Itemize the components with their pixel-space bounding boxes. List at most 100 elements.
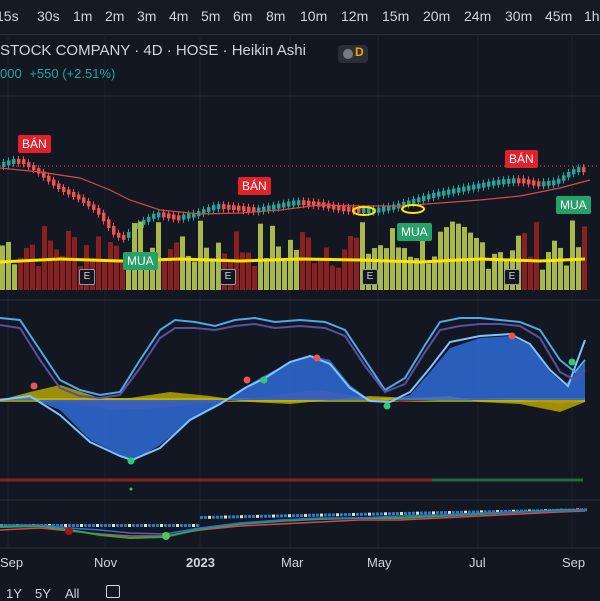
- candle: [467, 185, 471, 191]
- volume-bar: [180, 236, 185, 290]
- timeframe-6m[interactable]: 6m: [233, 8, 253, 24]
- bottom-tick: [512, 509, 515, 513]
- timeframe-15m[interactable]: 15m: [382, 8, 410, 24]
- oscillator-green-dot: [383, 402, 391, 410]
- volume-bar: [414, 258, 419, 290]
- timeframe-3m[interactable]: 3m: [137, 8, 157, 24]
- bottom-tick: [400, 512, 403, 515]
- bottom-tick: [584, 508, 587, 512]
- volume-bar: [240, 252, 245, 290]
- bottom-tick: [364, 512, 367, 516]
- volume-bar: [384, 248, 389, 290]
- timeframe-4m[interactable]: 4m: [169, 8, 189, 24]
- bottom-tick: [384, 512, 387, 516]
- bottom-tick: [488, 510, 491, 514]
- bottom-tick: [252, 514, 255, 518]
- volume-bar: [396, 247, 401, 290]
- range-5y-button[interactable]: 5Y: [35, 586, 51, 601]
- candle: [97, 207, 101, 215]
- calendar-icon[interactable]: [106, 585, 120, 598]
- candle: [487, 181, 491, 187]
- bottom-tick: [492, 510, 495, 514]
- timeframe-1m[interactable]: 1m: [73, 8, 93, 24]
- candle: [207, 207, 211, 213]
- earnings-icon[interactable]: E: [79, 269, 95, 285]
- bottom-tick: [300, 514, 303, 517]
- candle: [262, 206, 266, 212]
- candle: [212, 205, 216, 211]
- delayed-data-icon[interactable]: D: [355, 45, 364, 59]
- status-dot: [129, 487, 133, 491]
- volume-bar: [258, 223, 263, 290]
- candle: [577, 167, 581, 173]
- timeframe-5m[interactable]: 5m: [201, 8, 221, 24]
- volume-bar: [348, 235, 353, 290]
- volume-bar: [186, 255, 191, 290]
- volume-bar: [528, 256, 533, 290]
- bottom-tick: [380, 512, 383, 516]
- timeframe-30s[interactable]: 30s: [37, 8, 60, 24]
- highlight-ring: [401, 204, 425, 214]
- volume-bar: [516, 235, 521, 290]
- timeframe-2m[interactable]: 2m: [105, 8, 125, 24]
- bottom-tick: [164, 524, 167, 527]
- volume-bar: [282, 258, 287, 290]
- timeframe-1h[interactable]: 1h: [584, 8, 600, 24]
- timeframe-24m[interactable]: 24m: [464, 8, 492, 24]
- candle: [302, 200, 306, 206]
- range-all-button[interactable]: All: [65, 586, 80, 601]
- candle: [447, 189, 451, 195]
- sell-signal-label: BÁN: [238, 177, 271, 195]
- candle: [187, 213, 191, 219]
- earnings-icon[interactable]: E: [504, 269, 520, 285]
- earnings-icon[interactable]: E: [220, 269, 236, 285]
- volume-bar: [252, 266, 257, 290]
- volume-bar: [36, 266, 41, 290]
- bottom-tick: [76, 524, 79, 527]
- bottom-tick: [72, 524, 75, 527]
- candle: [517, 178, 521, 184]
- oscillator-green-dot: [260, 376, 268, 384]
- moving-average-line: [0, 167, 591, 215]
- candle: [277, 203, 281, 209]
- candle: [327, 203, 331, 209]
- bottom-tick: [288, 514, 291, 518]
- symbol-header[interactable]: STOCK COMPANY · 4D · HOSE · Heikin Ashi: [0, 42, 306, 64]
- range-1y-button[interactable]: 1Y: [6, 586, 22, 601]
- buy-signal-label: MUA: [556, 196, 591, 214]
- earnings-icon[interactable]: E: [362, 269, 378, 285]
- timeframe-10m[interactable]: 10m: [300, 8, 328, 24]
- oscillator-green-dot: [568, 358, 576, 366]
- volume-bar: [216, 242, 221, 290]
- timeframe-15s[interactable]: 15s: [0, 8, 19, 24]
- symbol-title[interactable]: STOCK COMPANY · 4D · HOSE · Heikin Ashi: [0, 42, 306, 59]
- candle: [287, 201, 291, 207]
- candle: [342, 206, 346, 212]
- bottom-tick: [232, 515, 235, 519]
- volume-bar: [96, 236, 101, 290]
- bottom-tick: [508, 509, 511, 513]
- timeframe-12m[interactable]: 12m: [341, 8, 369, 24]
- volume-bar: [108, 241, 113, 290]
- volume-bar: [444, 227, 449, 290]
- bottom-tick: [176, 524, 179, 527]
- bottom-tick: [312, 513, 315, 517]
- volume-bar: [30, 244, 35, 290]
- timeframe-8m[interactable]: 8m: [266, 8, 286, 24]
- candle: [237, 205, 241, 211]
- candle: [407, 200, 411, 206]
- bottom-tick: [196, 524, 199, 527]
- timeframe-45m[interactable]: 45m: [545, 8, 573, 24]
- bottom-tick: [208, 515, 211, 519]
- volume-bar: [288, 239, 293, 290]
- price-value: 000: [0, 66, 22, 81]
- bottom-tick: [404, 511, 407, 515]
- x-axis-label: Sep: [562, 555, 586, 570]
- volume-bar: [378, 245, 383, 290]
- bottom-tick: [420, 511, 423, 515]
- timeframe-30m[interactable]: 30m: [505, 8, 533, 24]
- bottom-tick: [188, 524, 191, 527]
- timeframe-20m[interactable]: 20m: [423, 8, 451, 24]
- candle: [147, 216, 151, 222]
